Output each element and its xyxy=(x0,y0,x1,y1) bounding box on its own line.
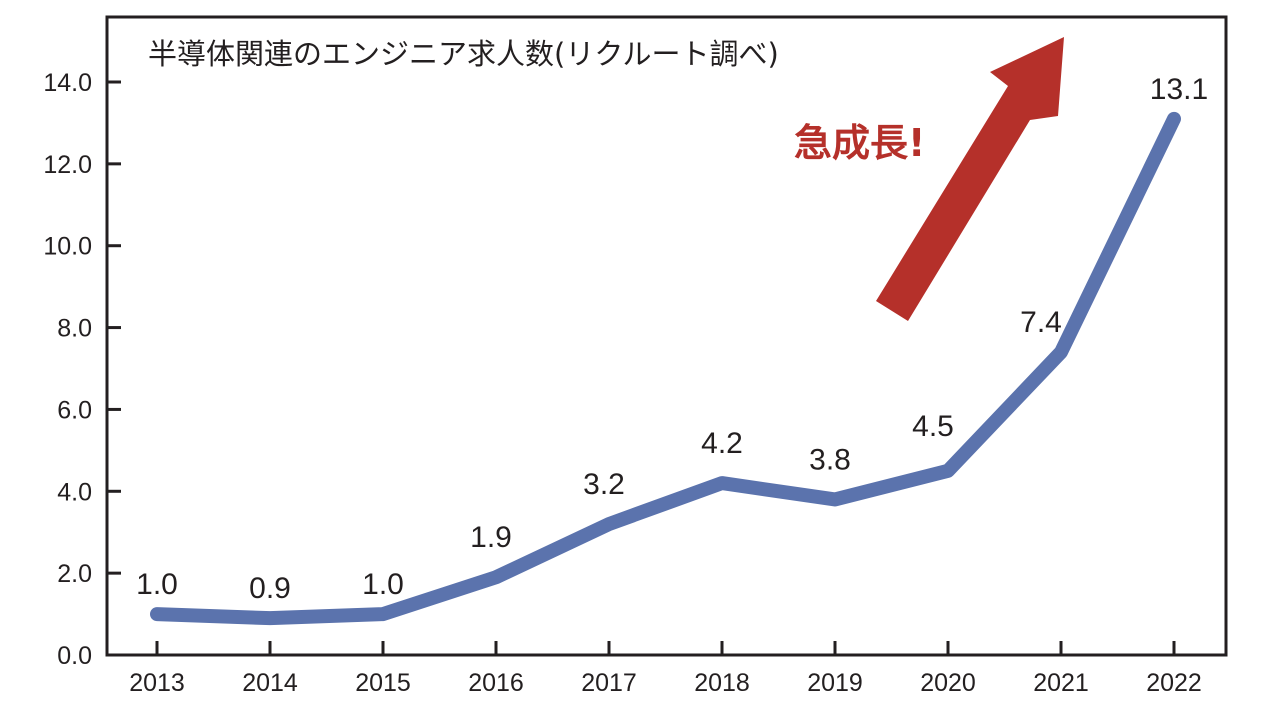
plot-frame xyxy=(105,15,1228,657)
x-tick-label: 2022 xyxy=(1146,669,1202,697)
x-tick-label: 2016 xyxy=(468,669,524,697)
data-label: 4.5 xyxy=(912,410,954,443)
x-tick-label: 2019 xyxy=(807,669,863,697)
data-label: 4.2 xyxy=(701,427,743,460)
y-tick-label: 8.0 xyxy=(57,315,92,343)
growth-arrow-icon xyxy=(876,37,1064,321)
growth-annotation: 急成長! xyxy=(794,121,925,165)
data-label: 1.9 xyxy=(470,521,512,554)
y-tick-label: 12.0 xyxy=(43,151,92,179)
y-tick-label: 2.0 xyxy=(57,560,92,588)
series-line xyxy=(150,111,1181,626)
data-label: 1.0 xyxy=(136,568,178,601)
x-tick-label: 2021 xyxy=(1033,669,1089,697)
y-tick-label: 0.0 xyxy=(57,642,92,670)
x-tick-label: 2017 xyxy=(581,669,637,697)
x-tick-label: 2018 xyxy=(694,669,750,697)
data-label: 0.9 xyxy=(249,572,291,605)
chart-title: 半導体関連のエンジニア求人数(リクルート調べ) xyxy=(148,37,779,71)
data-label: 3.8 xyxy=(809,443,851,476)
y-tick-label: 10.0 xyxy=(43,233,92,261)
y-tick-label: 6.0 xyxy=(57,396,92,424)
data-label: 1.0 xyxy=(362,568,404,601)
y-tick-label: 14.0 xyxy=(43,69,92,97)
x-tick-label: 2014 xyxy=(242,669,298,697)
data-label: 7.4 xyxy=(1020,306,1062,339)
y-tick-label: 4.0 xyxy=(57,478,92,506)
data-label: 3.2 xyxy=(583,468,625,501)
data-label: 13.1 xyxy=(1150,73,1208,106)
x-tick-label: 2013 xyxy=(129,669,185,697)
x-tick-label: 2015 xyxy=(355,669,411,697)
x-tick-label: 2020 xyxy=(920,669,976,697)
